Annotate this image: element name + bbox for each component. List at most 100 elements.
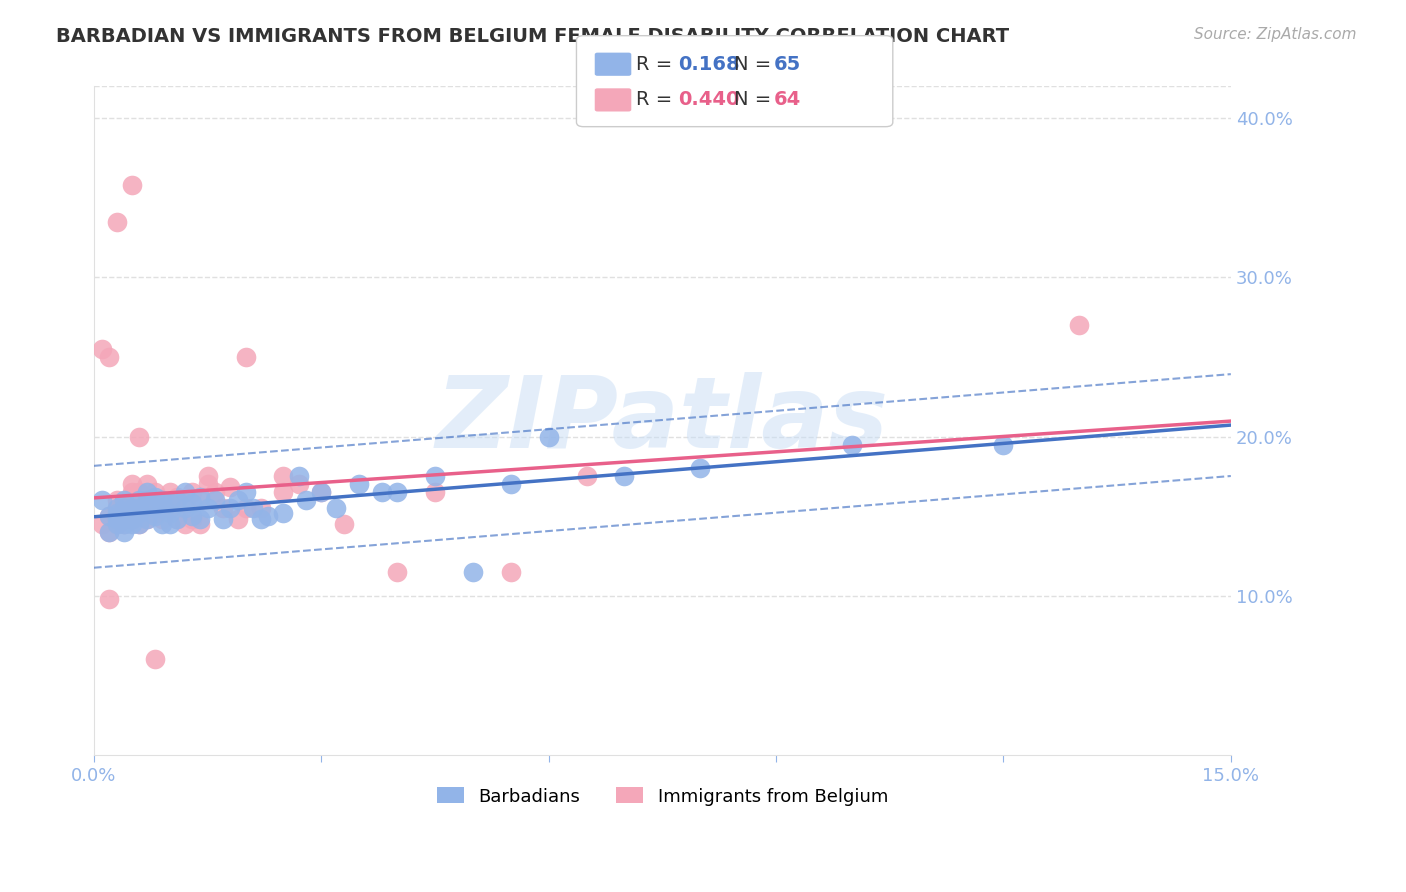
Point xyxy=(90,493,112,508)
Point xyxy=(211,512,233,526)
Point xyxy=(287,469,309,483)
Point xyxy=(150,493,173,508)
Point xyxy=(197,469,219,483)
Point xyxy=(173,485,195,500)
Point xyxy=(204,485,226,500)
Point xyxy=(993,437,1015,451)
Point xyxy=(121,512,143,526)
Point xyxy=(181,485,204,500)
Text: 0.440: 0.440 xyxy=(678,90,740,110)
Text: N =: N = xyxy=(734,54,778,74)
Point xyxy=(235,350,257,364)
Point xyxy=(249,501,271,516)
Point xyxy=(112,506,135,520)
Point xyxy=(112,493,135,508)
Point xyxy=(121,501,143,516)
Text: 64: 64 xyxy=(773,90,800,110)
Point xyxy=(273,469,295,483)
Point xyxy=(105,501,128,516)
Point xyxy=(143,501,166,516)
Text: R =: R = xyxy=(636,54,678,74)
Point xyxy=(159,501,181,516)
Point xyxy=(121,517,143,532)
Point xyxy=(128,429,150,443)
Point xyxy=(98,509,121,524)
Point xyxy=(204,493,226,508)
Point xyxy=(385,485,408,500)
Point xyxy=(295,493,318,508)
Point xyxy=(128,501,150,516)
Point xyxy=(98,591,121,606)
Point xyxy=(311,485,333,500)
Point xyxy=(226,512,249,526)
Point xyxy=(575,469,598,483)
Point xyxy=(188,512,211,526)
Point xyxy=(273,506,295,520)
Text: Source: ZipAtlas.com: Source: ZipAtlas.com xyxy=(1194,27,1357,42)
Point xyxy=(128,517,150,532)
Point xyxy=(188,517,211,532)
Point xyxy=(689,461,711,475)
Text: 65: 65 xyxy=(773,54,800,74)
Point xyxy=(112,496,135,510)
Point xyxy=(235,485,257,500)
Text: R =: R = xyxy=(636,90,678,110)
Point xyxy=(613,469,636,483)
Point xyxy=(423,469,446,483)
Point xyxy=(219,501,242,516)
Point xyxy=(128,506,150,520)
Text: 0.168: 0.168 xyxy=(678,54,740,74)
Text: N =: N = xyxy=(734,90,778,110)
Point xyxy=(173,501,195,516)
Point xyxy=(173,517,195,532)
Point xyxy=(121,512,143,526)
Point xyxy=(211,501,233,516)
Point xyxy=(159,506,181,520)
Point xyxy=(105,501,128,516)
Point xyxy=(235,501,257,516)
Point xyxy=(121,501,143,516)
Point xyxy=(136,493,159,508)
Point xyxy=(136,512,159,526)
Point xyxy=(128,496,150,510)
Point xyxy=(143,652,166,666)
Point xyxy=(136,512,159,526)
Point xyxy=(499,477,522,491)
Point xyxy=(121,485,143,500)
Point xyxy=(325,501,347,516)
Point xyxy=(347,477,370,491)
Point xyxy=(197,477,219,491)
Point xyxy=(242,501,264,516)
Point xyxy=(371,485,394,500)
Point xyxy=(128,517,150,532)
Point xyxy=(98,524,121,539)
Point xyxy=(105,506,128,520)
Point xyxy=(121,178,143,192)
Point xyxy=(159,496,181,510)
Point xyxy=(112,517,135,532)
Text: ZIPatlas: ZIPatlas xyxy=(436,372,889,469)
Point xyxy=(159,517,181,532)
Point xyxy=(150,517,173,532)
Point xyxy=(181,512,204,526)
Point xyxy=(90,517,112,532)
Point xyxy=(173,496,195,510)
Point xyxy=(105,517,128,532)
Point xyxy=(112,524,135,539)
Point xyxy=(90,342,112,356)
Point xyxy=(423,485,446,500)
Point xyxy=(188,493,211,508)
Point xyxy=(226,493,249,508)
Point xyxy=(105,512,128,526)
Point xyxy=(461,565,484,579)
Point xyxy=(128,506,150,520)
Point xyxy=(105,493,128,508)
Point xyxy=(499,565,522,579)
Point xyxy=(181,496,204,510)
Point xyxy=(143,490,166,504)
Point xyxy=(143,493,166,508)
Point xyxy=(105,517,128,532)
Point xyxy=(181,509,204,524)
Point xyxy=(98,509,121,524)
Point xyxy=(841,437,863,451)
